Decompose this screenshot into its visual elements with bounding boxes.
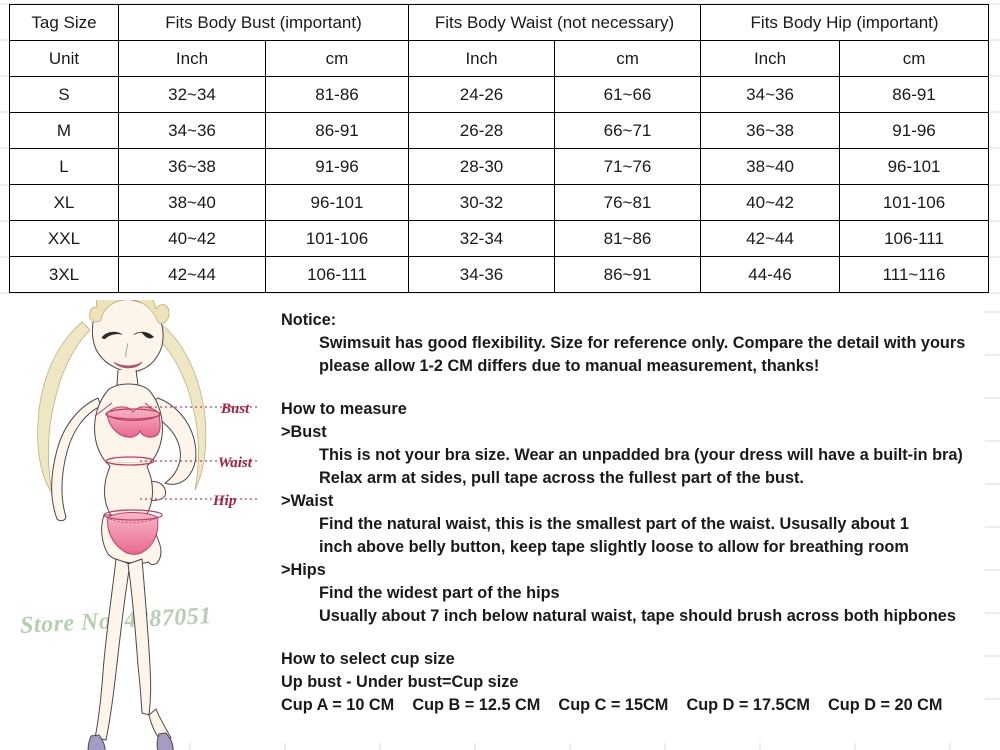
svg-text:Bust: Bust [220,401,250,417]
svg-text:Waist: Waist [218,455,253,471]
svg-text:Hip: Hip [212,493,237,509]
